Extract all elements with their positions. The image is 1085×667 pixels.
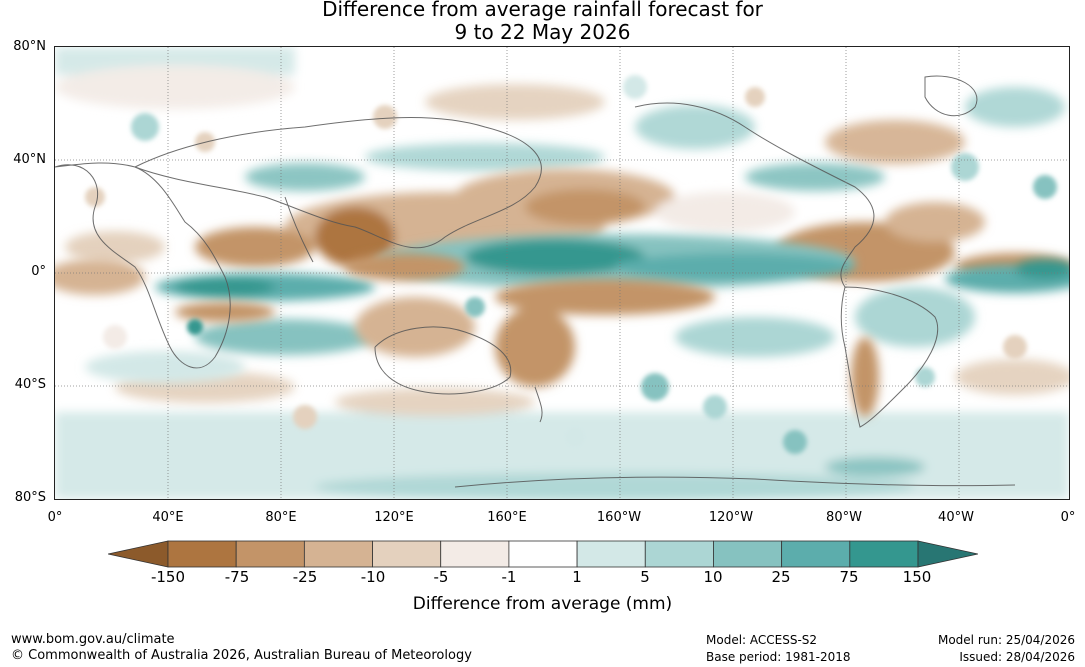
coastline-south-america [840, 286, 939, 428]
lon-label-160w: 160°W [596, 510, 642, 525]
colorbar-segment [167, 540, 237, 568]
title-line-1: Difference from average rainfall forecas… [322, 0, 763, 21]
colorbar-segment [644, 540, 714, 568]
colorbar-segment [440, 540, 510, 568]
lon-label-0-east: 0° [1060, 510, 1076, 525]
coastline-australia [374, 326, 512, 395]
lat-label-80n: 80°N [13, 39, 46, 54]
footer-copyright: © Commonwealth of Australia 2026, Austra… [11, 648, 472, 663]
title-line-2: 9 to 22 May 2026 [454, 20, 631, 44]
lon-label-80w: 80°W [826, 510, 862, 525]
lon-label-0: 0° [47, 510, 63, 525]
lat-label-40s: 40°S [14, 377, 46, 392]
colorbar-arrow-high [917, 540, 978, 568]
footer-model-run: Model run: 25/04/2026 [937, 633, 1075, 647]
colorbar-tick: 150 [902, 568, 932, 586]
colorbar-segment [576, 540, 646, 568]
lon-label-160e: 160°E [487, 510, 527, 525]
lon-label-120w: 120°W [708, 510, 754, 525]
lon-label-40e: 40°E [152, 510, 184, 525]
colorbar-tick: 75 [839, 568, 859, 586]
anomaly-south-dry [55, 253, 879, 417]
anomaly-speckle [85, 75, 1057, 454]
colorbar-tick: 25 [771, 568, 791, 586]
colorbar-segment [781, 540, 851, 568]
colorbar-tick: 5 [640, 568, 650, 586]
coastlines [55, 75, 1016, 488]
lon-label-40w: 40°W [938, 510, 974, 525]
anomaly-high-latitudes [55, 47, 1069, 499]
colorbar-segment [303, 540, 373, 568]
colorbar-segment [372, 540, 442, 568]
colorbar-tick: 10 [703, 568, 723, 586]
lat-label-equator: 0° [31, 264, 46, 279]
footer-issued: Issued: 28/04/2026 [959, 650, 1075, 664]
footer-model: Model: ACCESS-S2 [706, 633, 818, 647]
anomaly-equatorial-wet-band [85, 234, 1069, 383]
footer-url: www.bom.gov.au/climate [11, 632, 175, 647]
lat-label-80s: 80°S [14, 490, 46, 505]
colorbar-tick: -5 [433, 568, 449, 586]
graticule [55, 47, 1069, 499]
colorbar-segment [849, 540, 919, 568]
colorbar-tick: -75 [224, 568, 250, 586]
colorbar-tick: -10 [360, 568, 386, 586]
map-canvas [55, 47, 1069, 499]
coastline-new-zealand [534, 386, 543, 423]
colorbar-tick: 1 [572, 568, 582, 586]
map-title: Difference from average rainfall forecas… [0, 0, 1085, 44]
colorbar-segment [508, 540, 578, 568]
coastline-india [284, 196, 314, 263]
colorbar-tick: -25 [292, 568, 318, 586]
footer-base-period: Base period: 1981-2018 [706, 650, 851, 664]
colorbar-arrow-low [108, 540, 169, 568]
coastline-antarctica [454, 476, 1016, 488]
colorbar [108, 540, 978, 568]
coastline-africa-europe [55, 162, 231, 369]
lat-label-40n: 40°N [13, 152, 46, 167]
lon-label-80e: 80°E [265, 510, 297, 525]
colorbar-tick: -1 [501, 568, 517, 586]
rainfall-anomaly-map [54, 46, 1070, 500]
colorbar-tick: -150 [150, 568, 186, 586]
coastline-greenland [924, 75, 978, 117]
coastline-asia [134, 117, 542, 249]
lon-label-120e: 120°E [374, 510, 414, 525]
coastline-north-america [634, 102, 875, 288]
colorbar-label: Difference from average (mm) [412, 594, 673, 614]
colorbar-segment [713, 540, 783, 568]
colorbar-segment [235, 540, 305, 568]
